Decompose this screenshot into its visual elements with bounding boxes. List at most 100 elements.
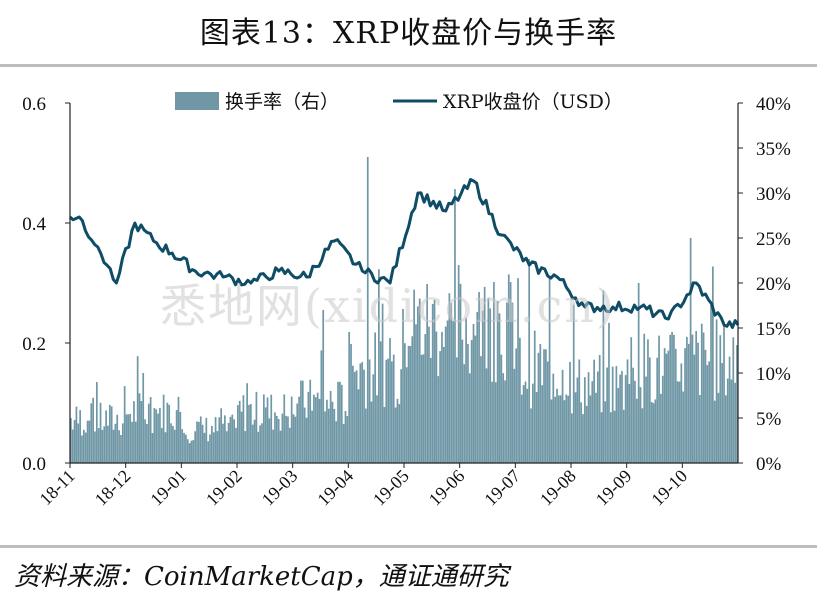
turnover-bar	[79, 410, 81, 463]
turnover-bar	[678, 381, 681, 463]
turnover-bar	[483, 286, 486, 463]
turnover-bar	[146, 424, 148, 463]
turnover-bar	[199, 416, 202, 463]
turnover-bar	[270, 394, 273, 463]
turnover-bar	[110, 406, 113, 463]
turnover-bar	[92, 397, 94, 463]
turnover-bar	[702, 332, 705, 463]
turnover-bar	[710, 303, 712, 463]
turnover-bar	[194, 431, 197, 463]
turnover-bar	[309, 379, 312, 463]
turnover-bar	[383, 407, 386, 463]
turnover-bar	[656, 357, 659, 463]
turnover-bar	[71, 429, 74, 463]
right-tick-label: 40%	[756, 94, 791, 115]
turnover-bar	[569, 361, 571, 463]
turnover-bar	[693, 354, 696, 463]
turnover-bar	[162, 394, 165, 463]
legend: 换手率（右） XRP收盘价（USD）	[175, 91, 623, 113]
turnover-bar	[576, 377, 579, 463]
source-note: 资料来源：CoinMarketCap，通证通研究	[14, 562, 509, 592]
turnover-bar	[275, 415, 278, 463]
turnover-bar	[125, 414, 128, 463]
turnover-bar	[400, 369, 402, 463]
turnover-bar	[428, 326, 430, 463]
turnover-bar	[259, 425, 261, 463]
turnover-bar	[621, 370, 623, 463]
turnover-bar	[474, 335, 477, 463]
turnover-bar	[697, 342, 699, 463]
turnover-bar	[596, 371, 599, 463]
turnover-bar	[437, 376, 440, 463]
turnover-bar	[732, 337, 735, 463]
turnover-bar	[465, 317, 467, 463]
turnover-bar	[669, 334, 672, 463]
turnover-bar	[691, 334, 694, 463]
turnover-bar	[457, 265, 460, 463]
turnover-bar	[446, 320, 449, 463]
turnover-bar	[311, 410, 313, 463]
turnover-bar	[231, 414, 234, 463]
turnover-bar	[88, 420, 91, 463]
turnover-bar	[392, 354, 395, 463]
right-tick-label: 25%	[756, 229, 791, 250]
turnover-bar	[647, 339, 649, 463]
turnover-bar	[554, 396, 557, 463]
turnover-bar	[402, 308, 404, 463]
turnover-bar	[407, 345, 410, 463]
title-divider	[0, 64, 817, 67]
turnover-bar	[170, 423, 172, 463]
turnover-bar	[81, 435, 83, 463]
turnover-bar	[331, 401, 334, 463]
turnover-bar	[140, 401, 143, 463]
turnover-bar	[281, 413, 284, 463]
turnover-bar	[615, 366, 618, 463]
turnover-bar	[264, 407, 267, 463]
x-tick-label: 19-01	[146, 466, 190, 510]
turnover-bar	[242, 395, 245, 463]
turnover-bar	[532, 383, 534, 463]
turnover-bar	[157, 413, 159, 463]
left-tick-label: 0.0	[22, 454, 46, 475]
turnover-bar	[99, 402, 102, 463]
turnover-bar	[175, 410, 178, 463]
turnover-bar	[337, 381, 339, 463]
turnover-bar	[543, 349, 545, 463]
turnover-bar	[183, 432, 185, 463]
turnover-bar	[218, 417, 221, 463]
turnover-bars	[70, 157, 738, 463]
turnover-bar	[198, 421, 200, 463]
turnover-bar	[153, 407, 156, 463]
turnover-bar	[134, 421, 137, 463]
turnover-bar	[641, 408, 644, 463]
legend-bar-swatch	[175, 92, 219, 110]
turnover-bar	[155, 409, 158, 463]
turnover-bar	[376, 395, 378, 463]
turnover-bar	[450, 303, 453, 463]
turnover-bar	[249, 404, 252, 463]
turnover-bar	[348, 331, 351, 463]
turnover-bar	[177, 396, 180, 463]
turnover-bar	[606, 367, 608, 463]
turnover-bar	[246, 383, 248, 463]
turnover-bar	[237, 405, 239, 463]
turnover-bar	[290, 396, 293, 463]
turnover-bar	[658, 335, 660, 463]
turnover-bar	[513, 368, 516, 463]
turnover-bar	[415, 324, 417, 463]
turnover-bar	[441, 331, 443, 463]
turnover-bar	[387, 358, 390, 463]
turnover-bar	[385, 359, 388, 463]
turnover-bar	[665, 353, 668, 463]
turnover-bar	[86, 420, 89, 463]
turnover-bar	[285, 415, 287, 463]
source-divider	[0, 545, 817, 548]
turnover-bar	[112, 429, 115, 463]
turnover-bar	[548, 276, 551, 463]
turnover-bar	[329, 390, 332, 463]
turnover-bar	[585, 405, 588, 463]
turnover-bar	[370, 401, 373, 463]
turnover-bar	[357, 389, 360, 463]
turnover-bar	[172, 426, 174, 463]
turnover-bar	[366, 157, 369, 463]
